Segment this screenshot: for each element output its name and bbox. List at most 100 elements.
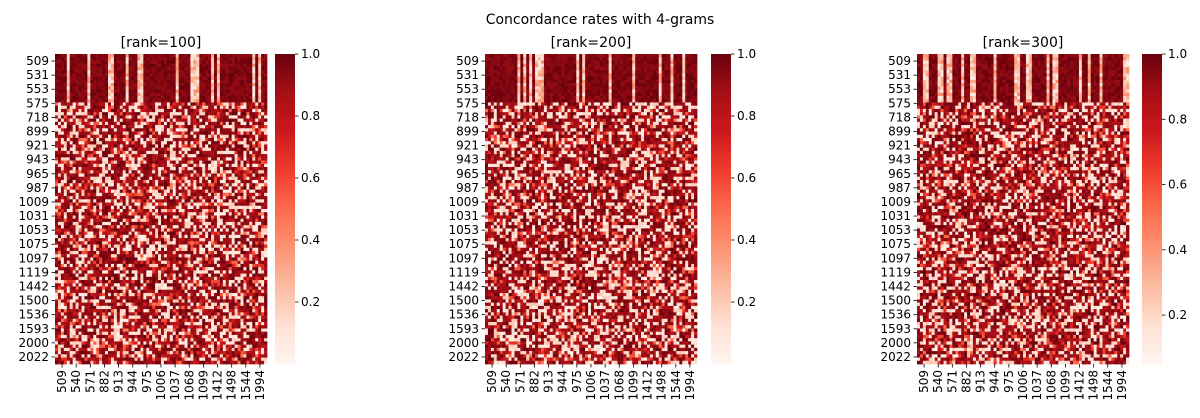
heatmap-cell xyxy=(211,76,215,81)
heatmap-cell xyxy=(184,76,188,81)
heatmap-cell xyxy=(258,144,262,148)
heatmap-cell xyxy=(249,167,253,171)
heatmap-cell xyxy=(181,141,185,145)
heatmap-cell xyxy=(140,118,144,123)
heatmap-cell xyxy=(137,273,141,278)
heatmap-cell xyxy=(202,63,206,68)
heatmap-cell xyxy=(222,160,227,165)
heatmap-cell xyxy=(140,244,144,249)
heatmap-cell xyxy=(178,79,182,84)
heatmap-cell xyxy=(155,118,159,123)
heatmap-cell xyxy=(152,221,156,226)
heatmap-cell xyxy=(57,144,62,148)
heatmap-cell xyxy=(102,176,106,181)
heatmap-cell xyxy=(140,254,144,258)
heatmap-cell xyxy=(131,176,135,181)
heatmap-cell xyxy=(140,157,144,161)
heatmap-cell xyxy=(122,186,127,190)
heatmap-cell xyxy=(216,79,221,84)
heatmap-cell xyxy=(216,147,221,152)
heatmap-cell xyxy=(214,70,218,74)
heatmap-cell xyxy=(252,115,256,119)
heatmap-cell xyxy=(72,108,76,113)
heatmap-cell xyxy=(163,225,168,229)
heatmap-cell xyxy=(169,92,174,97)
heatmap-cell xyxy=(69,199,74,203)
heatmap-cell xyxy=(128,134,132,139)
heatmap-cell xyxy=(90,137,94,142)
heatmap-cell xyxy=(234,86,238,90)
heatmap-cell xyxy=(178,173,182,178)
heatmap-cell xyxy=(96,134,100,139)
heatmap-cell xyxy=(222,196,227,200)
heatmap-cell xyxy=(116,179,121,184)
heatmap-cell xyxy=(205,205,209,210)
heatmap-cell xyxy=(140,260,144,265)
heatmap-cell xyxy=(122,183,127,187)
heatmap-cell xyxy=(193,247,197,252)
heatmap-cell xyxy=(172,137,177,142)
heatmap-cell xyxy=(125,205,129,210)
heatmap-cell xyxy=(93,238,97,242)
heatmap-cell xyxy=(184,150,188,155)
heatmap-cell xyxy=(149,89,153,94)
heatmap-cell xyxy=(163,160,168,165)
heatmap-cell xyxy=(231,199,235,203)
heatmap-cell xyxy=(187,228,191,232)
heatmap-cell xyxy=(261,83,265,87)
heatmap-cell xyxy=(243,273,247,278)
heatmap-cell xyxy=(237,102,241,107)
heatmap-cell xyxy=(105,121,109,126)
heatmap-cell xyxy=(128,105,132,110)
heatmap-cell xyxy=(122,112,127,116)
heatmap-cell xyxy=(99,76,103,81)
heatmap-cell xyxy=(264,54,268,58)
heatmap-cell xyxy=(119,241,124,245)
heatmap-cell xyxy=(187,128,191,132)
heatmap-cell xyxy=(72,92,76,97)
heatmap-cell xyxy=(246,183,250,187)
heatmap-cell xyxy=(128,199,132,203)
heatmap-cell xyxy=(81,86,85,90)
heatmap-cell xyxy=(205,167,209,171)
heatmap-cell xyxy=(184,128,188,132)
heatmap-cell xyxy=(128,79,132,84)
heatmap-cell xyxy=(196,186,200,190)
heatmap-cell xyxy=(57,147,62,152)
heatmap-cell xyxy=(225,134,230,139)
heatmap-cell xyxy=(155,76,159,81)
heatmap-cell xyxy=(208,134,212,139)
heatmap-cell xyxy=(219,167,224,171)
heatmap-cell xyxy=(60,267,65,271)
heatmap-cell xyxy=(96,241,100,245)
heatmap-cell xyxy=(231,63,235,68)
heatmap-cell xyxy=(60,186,65,190)
heatmap-cell xyxy=(87,212,91,216)
heatmap-cell xyxy=(166,199,171,203)
heatmap-cell xyxy=(131,209,135,213)
heatmap-cell xyxy=(208,247,212,252)
heatmap-cell xyxy=(90,73,94,77)
heatmap-cell xyxy=(143,173,147,178)
heatmap-cell xyxy=(96,270,100,274)
heatmap-cell xyxy=(205,134,209,139)
heatmap-cell xyxy=(252,89,256,94)
heatmap-cell xyxy=(55,173,59,178)
heatmap-cell xyxy=(243,241,247,245)
heatmap-cell xyxy=(178,147,182,152)
heatmap-cell xyxy=(252,267,256,271)
heatmap-cell xyxy=(105,205,109,210)
heatmap-cell xyxy=(55,234,59,239)
heatmap-cell xyxy=(57,134,62,139)
heatmap-cell xyxy=(60,179,65,184)
heatmap-cell xyxy=(228,54,233,58)
heatmap-cell xyxy=(63,254,68,258)
heatmap-cell xyxy=(72,118,76,123)
heatmap-cell xyxy=(208,60,212,65)
heatmap-cell xyxy=(119,128,124,132)
heatmap-cell xyxy=(102,118,106,123)
heatmap-cell xyxy=(169,254,174,258)
heatmap-cell xyxy=(113,121,118,126)
heatmap-cell xyxy=(246,192,250,197)
heatmap-cell xyxy=(252,147,256,152)
